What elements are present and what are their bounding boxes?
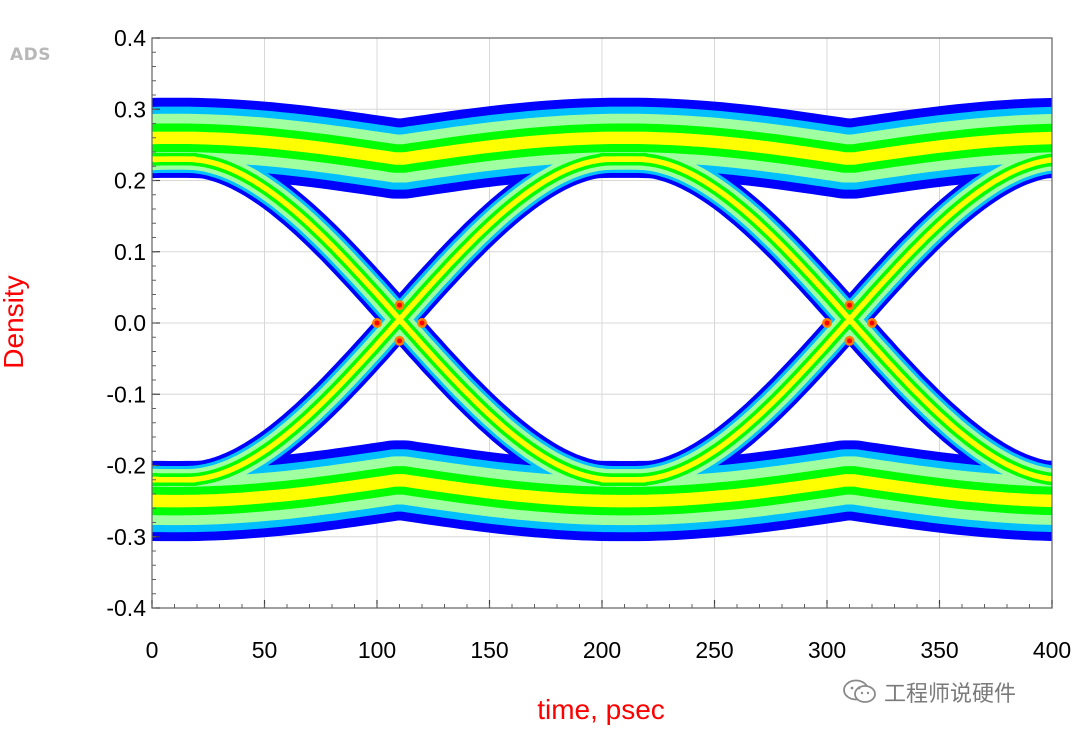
y-tick-label: 0.0 bbox=[114, 310, 146, 336]
crossing-hotspot-core bbox=[397, 338, 402, 344]
x-tick-label: 0 bbox=[146, 637, 159, 663]
x-tick-label: 150 bbox=[470, 637, 508, 663]
y-axis-label-wrap: Density bbox=[0, 275, 54, 368]
y-axis: 0.4 0.3 0.2 0.1 0.0 -0.1 -0.2 -0.3 -0.4 bbox=[106, 25, 160, 621]
crossing-hotspot-core bbox=[869, 320, 875, 326]
x-tick-label: 250 bbox=[695, 637, 733, 663]
eye-density-plot bbox=[152, 97, 1052, 542]
x-tick-label: 400 bbox=[1033, 637, 1071, 663]
y-tick-label: -0.1 bbox=[106, 381, 146, 407]
x-axis: 0 50 100 150 200 250 300 350 400 bbox=[146, 600, 1071, 663]
x-tick-label: 200 bbox=[583, 637, 621, 663]
x-tick-label: 100 bbox=[358, 637, 396, 663]
transition-band-2 bbox=[591, 148, 1052, 490]
crossing-hotspot-core bbox=[374, 320, 380, 326]
y-tick-label: -0.4 bbox=[106, 595, 146, 621]
crossing-hotspot-core bbox=[824, 320, 830, 326]
y-tick-label: -0.3 bbox=[106, 524, 146, 550]
watermark: 工程师说硬件 bbox=[842, 676, 1016, 708]
y-tick-label: 0.1 bbox=[114, 239, 146, 265]
y-tick-label: 0.3 bbox=[114, 96, 146, 122]
transition-band-4 bbox=[152, 156, 648, 483]
x-tick-label: 50 bbox=[252, 637, 278, 663]
crossing-hotspot-core bbox=[847, 302, 852, 308]
y-tick-label: 0.2 bbox=[114, 168, 146, 194]
low-rail-band-4 bbox=[152, 474, 1052, 508]
crossing-hotspot-core bbox=[419, 320, 425, 326]
crossing-hotspot-core bbox=[847, 338, 852, 344]
crossing-hotspot-core bbox=[397, 302, 402, 308]
wechat-icon bbox=[843, 679, 876, 703]
x-axis-label: time, psec bbox=[537, 694, 665, 725]
transition-band-4 bbox=[599, 156, 1052, 482]
watermark-text: 工程师说硬件 bbox=[884, 682, 1017, 707]
x-tick-label: 350 bbox=[920, 637, 958, 663]
high-rail-band-4 bbox=[152, 131, 1052, 165]
x-tick-label: 300 bbox=[808, 637, 846, 663]
y-tick-label: 0.4 bbox=[114, 25, 146, 51]
ads-logo: ADS bbox=[10, 45, 52, 65]
y-tick-label: -0.2 bbox=[106, 453, 146, 479]
y-axis-label: Density bbox=[0, 275, 29, 369]
